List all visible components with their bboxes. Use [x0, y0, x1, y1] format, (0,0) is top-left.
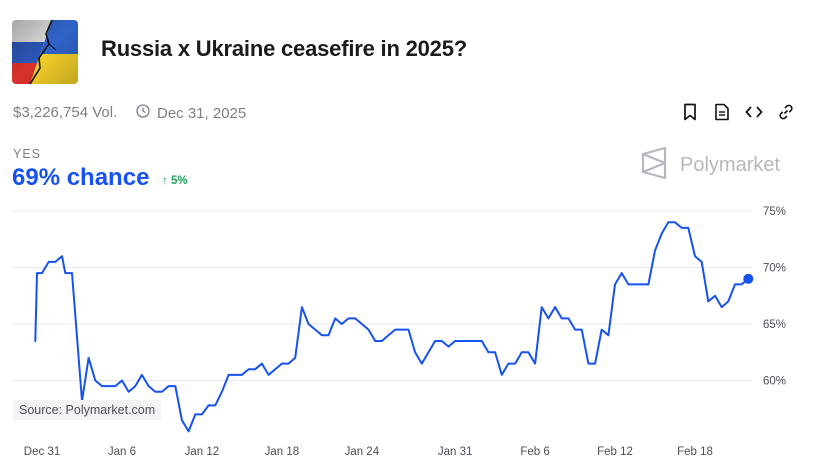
volume-text: $3,226,754 Vol. — [13, 104, 118, 121]
polymarket-logo-icon — [640, 146, 668, 184]
end-date: Dec 31, 2025 — [136, 104, 246, 122]
series-layer — [34, 221, 754, 433]
y-tick-label: 60% — [763, 376, 786, 388]
market-thumbnail — [12, 20, 78, 84]
latest-point — [743, 273, 754, 284]
x-tick-label: Dec 31 — [24, 446, 60, 458]
brand-logo: Polymarket — [640, 146, 781, 184]
x-tick-label: Jan 6 — [108, 446, 136, 458]
brand-name: Polymarket — [680, 154, 781, 176]
toolbar — [680, 102, 796, 122]
x-tick-label: Jan 12 — [185, 446, 220, 458]
end-date-text: Dec 31, 2025 — [157, 104, 247, 122]
link-icon[interactable] — [776, 102, 796, 122]
x-tick-label: Jan 18 — [265, 446, 300, 458]
document-icon[interactable] — [712, 102, 732, 122]
flag-image — [12, 20, 78, 84]
y-tick-label: 65% — [763, 319, 786, 331]
y-tick-label: 70% — [763, 263, 786, 275]
bookmark-icon[interactable] — [680, 102, 700, 122]
source-label: Source: Polymarket.com — [13, 400, 162, 420]
chance-change: ↑ 5% — [162, 175, 188, 187]
x-tick-label: Feb 12 — [597, 446, 633, 458]
x-tick-label: Jan 24 — [345, 446, 380, 458]
x-tick-label: Feb 6 — [520, 446, 549, 458]
chance-value: 69% chance — [12, 164, 150, 191]
x-axis-ticks: Dec 31 Jan 6 Jan 12 Jan 18 Jan 24 Jan 31 Feb 6… — [24, 446, 713, 458]
y-tick-label: 75% — [763, 206, 786, 218]
x-tick-label: Jan 31 — [438, 446, 473, 458]
y-axis-ticks: 60% 65% 70% 75% — [763, 206, 786, 388]
code-embed-icon[interactable] — [744, 102, 764, 122]
x-tick-label: Feb 18 — [677, 446, 713, 458]
market-title: Russia x Ukraine ceasefire in 2025? — [101, 36, 467, 61]
series-line — [34, 221, 750, 433]
grid — [12, 210, 752, 381]
outcome-label: YES — [13, 147, 42, 161]
price-chart: 60% 65% 70% 75% Dec 31 Jan 6 Jan 12 Jan 18 Jan … — [12, 206, 786, 458]
clock-icon — [136, 104, 150, 122]
